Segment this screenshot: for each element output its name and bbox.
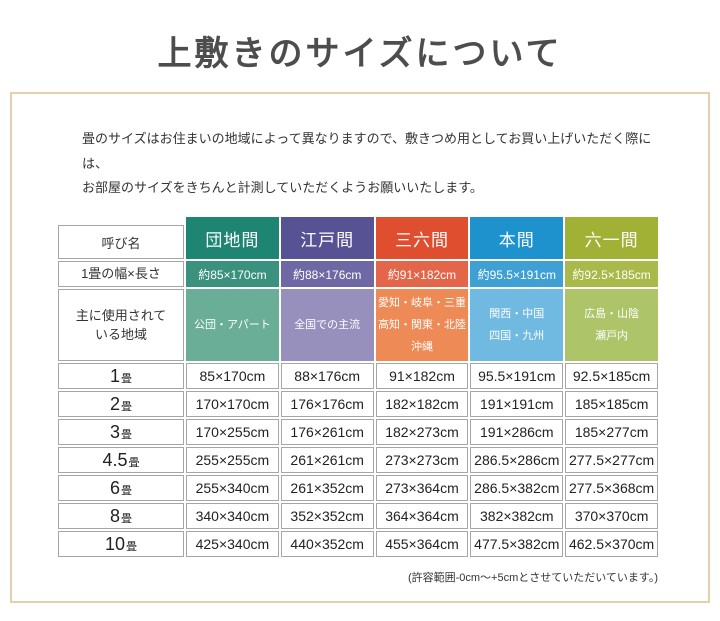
size-value: 170×255cm — [186, 419, 279, 446]
size-value: 477.5×382cm — [470, 531, 564, 558]
table-row-4-5jo: 4.5畳 255×255cm 261×261cm 273×273cm 286.5… — [58, 447, 658, 474]
mat-unit: 畳 — [121, 484, 132, 497]
size-value: 255×340cm — [186, 475, 279, 502]
mat-unit: 畳 — [126, 540, 138, 553]
size-value: 273×364cm — [375, 475, 469, 502]
mat-count: 10 — [104, 533, 126, 554]
column-header-honma: 本間 — [470, 217, 564, 260]
size-value: 176×261cm — [280, 419, 374, 446]
column-header-label: 六一間 — [565, 217, 658, 260]
one-mat-size-cell: 約91×182cm — [375, 261, 469, 288]
size-value: 170×170cm — [186, 391, 279, 418]
size-value: 92.5×185cm — [565, 363, 658, 390]
size-value: 286.5×286cm — [470, 447, 564, 474]
mat-unit: 畳 — [121, 372, 132, 385]
size-value: 191×191cm — [470, 391, 564, 418]
size-value: 176×176cm — [280, 391, 374, 418]
region-cell: 公団・アパート — [186, 289, 279, 362]
mat-count: 4.5 — [102, 449, 128, 470]
row-label: 4.5畳 — [58, 447, 184, 474]
header-row: 呼び名 団地間 江戸間 三六間 本間 六一間 — [58, 217, 658, 260]
size-value: 455×364cm — [375, 531, 469, 558]
size-value: 370×370cm — [565, 503, 658, 530]
table-row-2jo: 2畳 170×170cm 176×176cm 182×182cm 191×191… — [58, 391, 658, 418]
column-header-label: 江戸間 — [280, 217, 374, 260]
row-label: 2畳 — [58, 391, 184, 418]
intro-line-1: 畳のサイズはお住まいの地域によって異なりますので、敷きつめ用としてお買い上げいた… — [82, 131, 652, 171]
column-header-danchima: 団地間 — [186, 217, 279, 260]
size-value: 277.5×368cm — [565, 475, 658, 502]
size-value: 261×261cm — [280, 447, 374, 474]
size-value: 182×273cm — [375, 419, 469, 446]
mat-unit: 畳 — [121, 400, 132, 413]
one-mat-size-cell: 約95.5×191cm — [470, 261, 564, 288]
table-row-6jo: 6畳 255×340cm 261×352cm 273×364cm 286.5×3… — [58, 475, 658, 502]
size-value: 277.5×277cm — [565, 447, 658, 474]
size-value: 191×286cm — [470, 419, 564, 446]
size-value: 340×340cm — [186, 503, 279, 530]
one-mat-size-cell: 約85×170cm — [186, 261, 279, 288]
mat-count: 1 — [109, 365, 120, 386]
region-cell: 愛知・岐阜・三重 高知・関東・北陸 沖縄 — [375, 289, 469, 362]
size-table-wrapper: 呼び名 団地間 江戸間 三六間 本間 六一間 1畳の幅×長さ 約85×170cm… — [56, 215, 664, 559]
mat-count: 2 — [109, 393, 120, 414]
size-value: 185×277cm — [565, 419, 658, 446]
size-value: 91×182cm — [375, 363, 469, 390]
size-value: 382×382cm — [470, 503, 564, 530]
intro-text: 畳のサイズはお住まいの地域によって異なりますので、敷きつめ用としてお買い上げいた… — [82, 127, 662, 201]
size-value: 425×340cm — [186, 531, 279, 558]
size-value: 440×352cm — [280, 531, 374, 558]
size-value: 364×364cm — [375, 503, 469, 530]
tatami-size-table: 呼び名 団地間 江戸間 三六間 本間 六一間 1畳の幅×長さ 約85×170cm… — [56, 217, 660, 559]
region-cell: 関西・中国 四国・九州 — [470, 289, 564, 362]
size-value: 462.5×370cm — [565, 531, 658, 558]
row-label: 主に使用されて いる地域 — [58, 289, 184, 362]
region-row: 主に使用されて いる地域 公団・アパート 全国での主流 愛知・岐阜・三重 高知・… — [58, 289, 658, 362]
row-label: 6畳 — [58, 475, 184, 502]
size-value: 182×182cm — [375, 391, 469, 418]
table-row-1jo: 1畳 85×170cm 88×176cm 91×182cm 95.5×191cm… — [58, 363, 658, 390]
row-label: 1畳の幅×長さ — [58, 261, 184, 288]
size-value: 255×255cm — [186, 447, 279, 474]
mat-unit: 畳 — [128, 456, 140, 469]
column-header-rokuichima: 六一間 — [565, 217, 658, 260]
row-label: 10畳 — [58, 531, 184, 558]
page-title: 上敷きのサイズについて — [157, 36, 563, 73]
row-label: 8畳 — [58, 503, 184, 530]
mat-count: 8 — [109, 505, 120, 526]
size-value: 88×176cm — [280, 363, 374, 390]
table-row-8jo: 8畳 340×340cm 352×352cm 364×364cm 382×382… — [58, 503, 658, 530]
column-header-label: 三六間 — [375, 217, 469, 260]
tolerance-footnote: (許容範囲-0cm〜+5cmとさせていただいています。) — [407, 572, 658, 585]
column-header-edoma: 江戸間 — [280, 217, 374, 260]
mat-unit: 畳 — [121, 512, 132, 525]
column-header-label: 団地間 — [186, 217, 279, 260]
region-cell: 広島・山陰 瀬戸内 — [565, 289, 658, 362]
size-value: 286.5×382cm — [470, 475, 564, 502]
size-value: 85×170cm — [186, 363, 279, 390]
intro-line-2: お部屋のサイズをきちんと計測していただくようお願いいたします。 — [82, 180, 483, 196]
region-cell: 全国での主流 — [280, 289, 374, 362]
size-value: 273×273cm — [375, 447, 469, 474]
size-value: 352×352cm — [280, 503, 374, 530]
row-label: 1畳 — [58, 363, 184, 390]
mat-count: 3 — [109, 421, 120, 442]
one-mat-size-cell: 約92.5×185cm — [565, 261, 658, 288]
size-value: 261×352cm — [280, 475, 374, 502]
one-mat-size-row: 1畳の幅×長さ 約85×170cm 約88×176cm 約91×182cm 約9… — [58, 261, 658, 288]
mat-unit: 畳 — [121, 428, 132, 441]
column-header-label: 本間 — [470, 217, 564, 260]
column-header-saburokuma: 三六間 — [375, 217, 469, 260]
table-row-10jo: 10畳 425×340cm 440×352cm 455×364cm 477.5×… — [58, 531, 658, 558]
table-row-3jo: 3畳 170×255cm 176×261cm 182×273cm 191×286… — [58, 419, 658, 446]
corner-header: 呼び名 — [58, 225, 184, 260]
size-value: 185×185cm — [565, 391, 658, 418]
mat-count: 6 — [109, 477, 120, 498]
content-frame: 畳のサイズはお住まいの地域によって異なりますので、敷きつめ用としてお買い上げいた… — [10, 92, 710, 604]
row-label: 3畳 — [58, 419, 184, 446]
one-mat-size-cell: 約88×176cm — [280, 261, 374, 288]
size-value: 95.5×191cm — [470, 363, 564, 390]
